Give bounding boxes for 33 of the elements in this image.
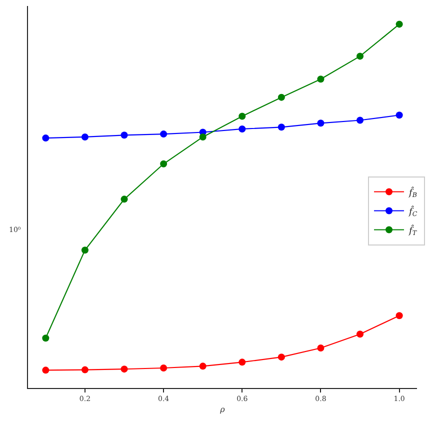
point — [42, 134, 50, 142]
point — [396, 312, 403, 320]
point — [238, 358, 246, 366]
point — [278, 354, 285, 361]
point — [317, 120, 324, 127]
point — [396, 112, 403, 119]
point — [238, 125, 246, 132]
point — [356, 330, 364, 338]
x-axis-title: ρ — [219, 405, 226, 414]
point — [42, 366, 50, 374]
point — [396, 20, 403, 28]
legend-label: f̂$_{B}$ — [408, 186, 418, 200]
point — [120, 196, 128, 203]
point — [199, 133, 206, 140]
point — [81, 246, 88, 254]
point — [81, 133, 88, 140]
point — [317, 76, 324, 83]
point — [120, 366, 128, 373]
point — [356, 116, 364, 124]
point — [278, 94, 285, 101]
point — [356, 52, 364, 60]
point — [160, 160, 168, 168]
point — [81, 366, 88, 374]
point — [199, 362, 206, 370]
point — [278, 124, 285, 131]
point — [42, 334, 50, 342]
point — [317, 344, 324, 352]
point — [160, 130, 168, 138]
point — [238, 112, 246, 120]
legend-label: f̂$_{T}$ — [408, 224, 418, 238]
legend-label: f̂$_{C}$ — [408, 205, 418, 218]
point — [160, 364, 168, 372]
point — [120, 132, 128, 139]
